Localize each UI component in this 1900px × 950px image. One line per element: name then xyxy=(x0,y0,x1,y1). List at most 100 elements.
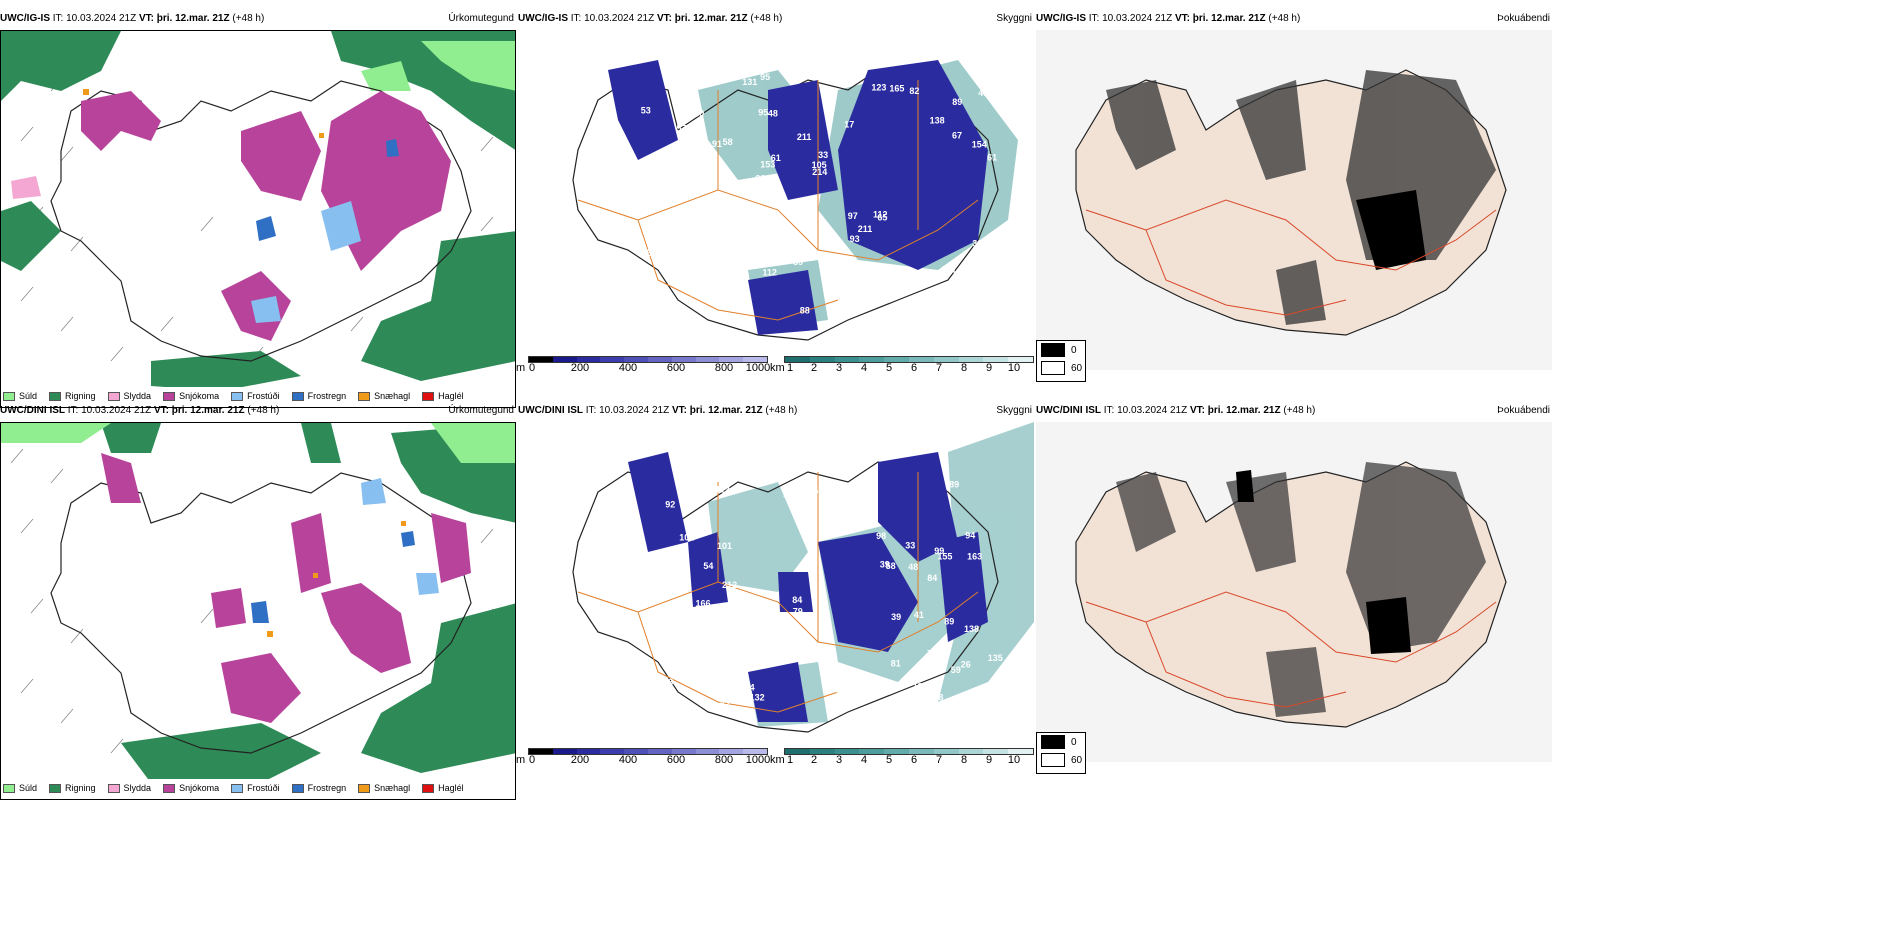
very-low-vis xyxy=(608,60,988,335)
visibility-value-label: 88 xyxy=(800,306,810,316)
visibility-value-label: 155 xyxy=(937,552,952,562)
visibility-value-label: 125 xyxy=(756,259,771,269)
tick-label: 5 xyxy=(885,362,893,374)
tick-label: 800 xyxy=(714,754,734,766)
visibility-value-label: 26 xyxy=(961,659,971,669)
tick-label: 8 xyxy=(960,754,968,766)
visibility-value-label: 65 xyxy=(808,486,818,496)
visibility-value-label: 101 xyxy=(717,541,732,551)
legend-item: Frostregn xyxy=(291,783,346,793)
visibility-value-label: 58 xyxy=(635,161,645,171)
tick-label: 9 xyxy=(985,754,993,766)
visibility-value-label: 112 xyxy=(873,210,888,220)
visibility-value-label: 206 xyxy=(671,148,686,158)
legend-item: Súld xyxy=(3,783,37,793)
fog-map-top xyxy=(1036,30,1552,370)
panel-title: Úrkomutegund xyxy=(448,13,514,24)
tick-label: 600 xyxy=(666,362,686,374)
visibility-value-label: 98 xyxy=(876,531,886,541)
coastline xyxy=(572,461,999,733)
visibility-value-label: 132 xyxy=(750,693,765,703)
legend-swatch xyxy=(291,783,304,793)
visibility-colorbar-m: m 0 200 400 600 800 1000 km 1 2 3 4 5 6 … xyxy=(516,356,1034,384)
tick-label: 1000 xyxy=(745,754,771,766)
snow-areas xyxy=(101,453,471,723)
visibility-value-label: 73 xyxy=(847,461,857,471)
tick-label: 400 xyxy=(618,362,638,374)
visibility-map-bottom: 76 94 26 49 96 87 99 41 89 101 163 152 84 132 59 92 59 11… xyxy=(518,422,1034,752)
legend-item: Frostregn xyxy=(291,391,346,401)
ice-pellet-areas xyxy=(83,89,324,138)
tick-label: 4 xyxy=(860,754,868,766)
visibility-value-label: 67 xyxy=(952,131,962,141)
legend-item: Snjókoma xyxy=(163,391,219,401)
visibility-value-label: 91 xyxy=(712,139,722,149)
drizzle-areas xyxy=(1,423,515,463)
legend-item: Frostúði xyxy=(231,783,280,793)
tick-label: 10 xyxy=(1007,754,1021,766)
visibility-value-label: 165 xyxy=(889,84,904,94)
ice-pellet-areas xyxy=(267,521,406,637)
unit-km-label: km xyxy=(770,754,785,766)
tick-label: 9 xyxy=(985,362,993,374)
visibility-value-label: 59 xyxy=(692,241,702,251)
panel-header: UWC/DINI ISL IT: 10.03.2024 21Z VT: þri.… xyxy=(518,405,1032,416)
tick-label: 200 xyxy=(570,362,590,374)
visibility-value-label: 105 xyxy=(812,160,827,170)
legend-swatch xyxy=(49,783,62,793)
legend-swatch xyxy=(291,391,304,401)
tick-label: 400 xyxy=(618,754,638,766)
visibility-value-label: 65 xyxy=(877,213,887,223)
panel-header: UWC/DINI ISL IT: 10.03.2024 21Z VT: þri.… xyxy=(1036,405,1550,416)
panel-title: Skyggni xyxy=(996,13,1032,24)
legend-swatch xyxy=(107,783,120,793)
visibility-value-label: 70 xyxy=(946,292,956,302)
fog-map-bottom xyxy=(1036,422,1552,762)
visibility-value-labels: 76 94 26 49 96 87 99 41 89 101 163 152 84 132 59 92 59 11… xyxy=(621,461,1002,706)
visibility-value-label: 89 xyxy=(949,480,959,490)
tick-label: 7 xyxy=(935,754,943,766)
visibility-value-label: 82 xyxy=(909,86,919,96)
fog-black-areas xyxy=(1356,190,1426,270)
visibility-value-label: 123 xyxy=(871,83,886,93)
visibility-value-label: 108 xyxy=(780,646,795,656)
visibility-value-label: 93 xyxy=(850,234,860,244)
legend-swatch xyxy=(3,391,15,401)
visibility-value-label: 47 xyxy=(777,63,787,73)
visibility-value-label: 92 xyxy=(665,500,675,510)
visibility-value-label: 108 xyxy=(761,234,776,244)
road-network xyxy=(577,80,979,321)
visibility-value-label: 96 xyxy=(632,679,642,689)
visibility-value-label: 112 xyxy=(715,485,730,495)
visibility-value-label: 61 xyxy=(987,153,997,163)
visibility-value-label: 138 xyxy=(930,116,945,126)
visibility-value-label: 138 xyxy=(964,624,979,634)
legend-swatch xyxy=(422,391,435,401)
precip-map: Súld Rigning Slydda Snjókoma Frostúði Fr… xyxy=(0,422,516,800)
legend-item: Snjókoma xyxy=(163,783,219,793)
visibility-value-label: 36 xyxy=(972,239,982,249)
tick-label: 4 xyxy=(860,362,868,374)
visibility-value-label: 81 xyxy=(891,658,901,668)
visibility-panel-top: UWC/IG-IS IT: 10.03.2024 21Z VT: þri. 12… xyxy=(516,13,1034,408)
visibility-value-label: 84 xyxy=(792,595,802,605)
legend-item: Frostúði xyxy=(231,391,280,401)
visibility-value-label: 67 xyxy=(830,468,840,478)
visibility-value-label: 194 xyxy=(913,682,928,692)
visibility-value-label: 59 xyxy=(783,489,793,499)
visibility-value-label: 112 xyxy=(762,268,777,278)
visibility-value-label: 152 xyxy=(621,511,636,521)
visibility-value-label: 139 xyxy=(690,289,705,299)
visibility-value-label: 17 xyxy=(844,120,854,130)
precip-panel-top: UWC/IG-IS IT: 10.03.2024 21Z VT: þri. 12… xyxy=(0,13,516,408)
visibility-value-label: 94 xyxy=(720,696,730,706)
visibility-value-label: 48 xyxy=(908,562,918,572)
coastline xyxy=(572,69,999,341)
legend-item: Rigning xyxy=(49,391,96,401)
freezing-drizzle-areas xyxy=(251,201,361,323)
legend-item: Haglél xyxy=(422,783,464,793)
fog-legend-item: 0 xyxy=(1037,733,1085,751)
visibility-value-label: 120 xyxy=(623,297,638,307)
legend-swatch xyxy=(231,391,244,401)
legend-swatch xyxy=(422,783,435,793)
